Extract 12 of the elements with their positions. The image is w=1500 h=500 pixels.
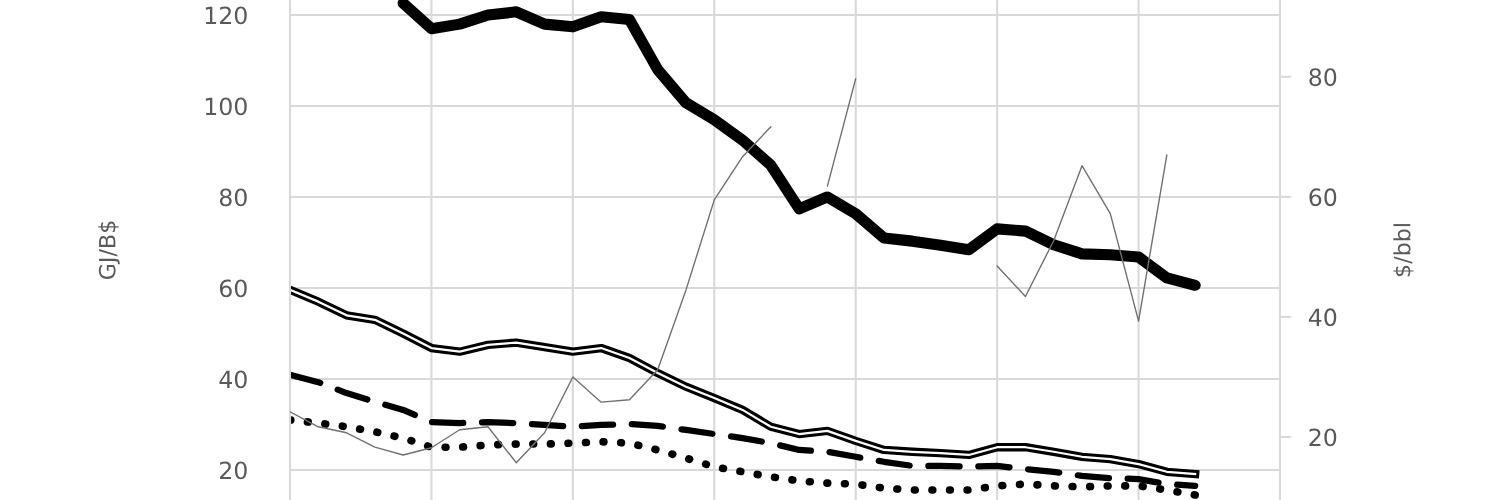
y2-tick-label: 80 xyxy=(1309,68,1337,87)
y-axis-title: GJ/B$ xyxy=(98,221,120,280)
y-tick-label: 100 xyxy=(205,97,247,116)
y-tick-label: 60 xyxy=(219,279,247,298)
y2-tick-label: 40 xyxy=(1308,308,1337,327)
y-tick-label: 80 xyxy=(219,188,247,207)
y-tick-label: 40 xyxy=(219,370,247,389)
y-tick-label: 120 xyxy=(205,6,247,25)
y2-tick-label: 20 xyxy=(1309,428,1337,447)
y2-tick-label: 60 xyxy=(1309,188,1337,207)
y-tick-label: 20 xyxy=(220,461,247,480)
y2-axis-title: $/bbl xyxy=(1393,224,1414,277)
